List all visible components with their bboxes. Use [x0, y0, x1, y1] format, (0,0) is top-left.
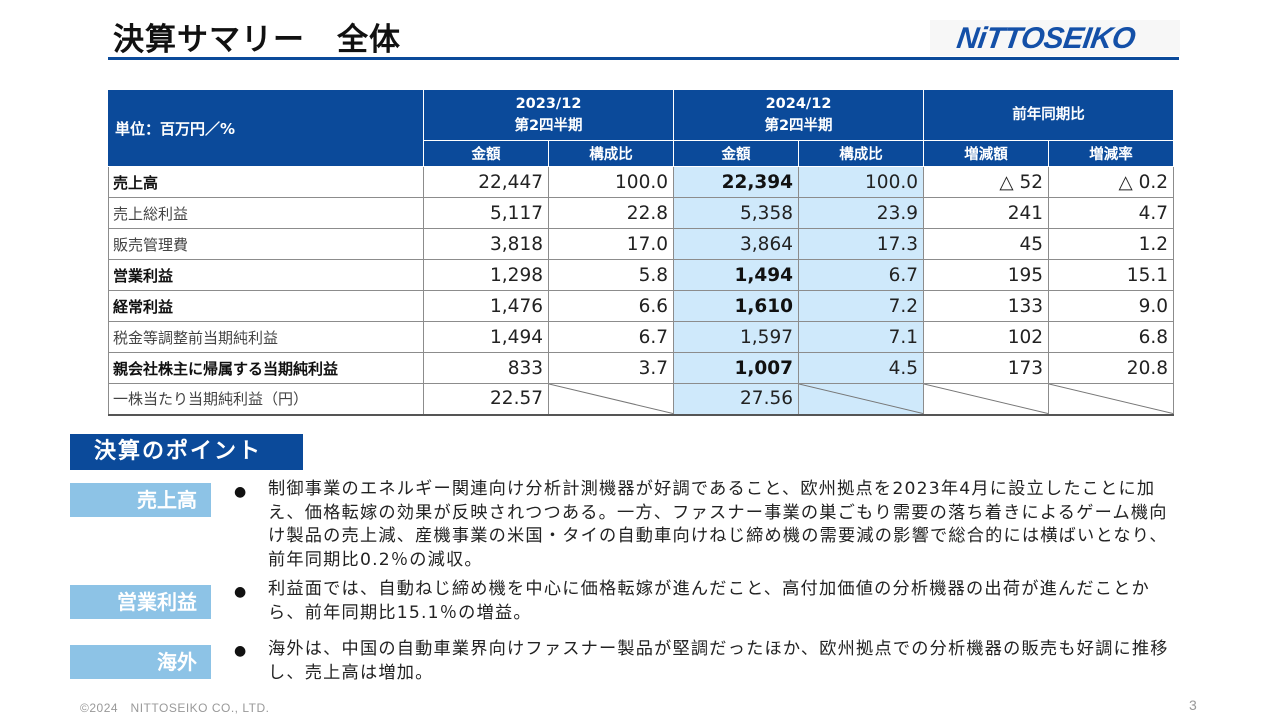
table-row: 営業利益 1,298 5.8 1,494 6.7 195 15.1: [108, 259, 1174, 291]
empty-cell-diagonal: [923, 383, 1049, 416]
company-logo: NiTTOSEIKO: [954, 22, 1138, 55]
prev-ratio: 6.6: [548, 290, 674, 322]
prev-amount: 22.57: [423, 383, 549, 416]
col-header-amount: 金額: [673, 140, 799, 167]
curr-amount: 5,358: [673, 197, 799, 229]
prev-amount: 3,818: [423, 228, 549, 260]
col-header-change: 増減額: [923, 140, 1049, 167]
prev-ratio: 6.7: [548, 321, 674, 353]
empty-cell-diagonal: [548, 383, 674, 416]
table-row: 税金等調整前当期純利益 1,494 6.7 1,597 7.1 102 6.8: [108, 321, 1174, 353]
prev-amount: 1,298: [423, 259, 549, 291]
change: 45: [923, 228, 1049, 260]
logo-background: [930, 20, 1180, 56]
period-quarter: 第2四半期: [514, 118, 583, 134]
financial-summary-table: 単位：百万円／% 2023/12 第2四半期 2024/12 第2四半期 前年同…: [108, 89, 1174, 416]
prev-ratio: 22.8: [548, 197, 674, 229]
row-label: 税金等調整前当期純利益: [108, 321, 424, 353]
curr-amount: 1,610: [673, 290, 799, 322]
curr-amount: 22,394: [673, 166, 799, 198]
curr-ratio: 7.2: [798, 290, 924, 322]
table-row: 売上総利益 5,117 22.8 5,358 23.9 241 4.7: [108, 197, 1174, 229]
page-number: 3: [1189, 697, 1197, 713]
diagonal-line-icon: [549, 384, 673, 414]
period-year: 2024/12: [765, 96, 832, 112]
change-rate: 20.8: [1048, 352, 1174, 384]
table-row: 一株当たり当期純利益（円） 22.57 27.56: [108, 383, 1174, 416]
col-header-amount: 金額: [423, 140, 549, 167]
change: 102: [923, 321, 1049, 353]
copyright: ©2024 NITTOSEIKO CO., LTD.: [80, 701, 270, 715]
prev-amount: 1,476: [423, 290, 549, 322]
table-row: 売上高 22,447 100.0 22,394 100.0 △ 52 △ 0.2: [108, 166, 1174, 198]
bullet-icon: ●: [234, 643, 247, 659]
prev-amount: 1,494: [423, 321, 549, 353]
change: 195: [923, 259, 1049, 291]
curr-amount: 1,007: [673, 352, 799, 384]
curr-ratio: 6.7: [798, 259, 924, 291]
curr-amount: 27.56: [673, 383, 799, 416]
row-label: 販売管理費: [108, 228, 424, 260]
prev-ratio: 100.0: [548, 166, 674, 198]
period-quarter: 第2四半期: [764, 118, 833, 134]
prev-ratio: 3.7: [548, 352, 674, 384]
category-label-sales: 売上高: [70, 483, 211, 517]
category-label-overseas: 海外: [70, 645, 211, 679]
curr-ratio: 17.3: [798, 228, 924, 260]
unit-label: 単位：百万円／%: [108, 89, 424, 167]
period-year: 2023/12: [515, 96, 582, 112]
curr-amount: 1,597: [673, 321, 799, 353]
prev-amount: 833: [423, 352, 549, 384]
empty-cell-diagonal: [798, 383, 924, 416]
table-row: 販売管理費 3,818 17.0 3,864 17.3 45 1.2: [108, 228, 1174, 260]
curr-ratio: 100.0: [798, 166, 924, 198]
table-row: 経常利益 1,476 6.6 1,610 7.2 133 9.0: [108, 290, 1174, 322]
change: 173: [923, 352, 1049, 384]
change-rate: 1.2: [1048, 228, 1174, 260]
point-text-operating-profit: 利益面では、自動ねじ締め機を中心に価格転嫁が進んだこと、高付加価値の分析機器の出…: [268, 579, 1150, 623]
table-row: 親会社株主に帰属する当期純利益 833 3.7 1,007 4.5 173 20…: [108, 352, 1174, 384]
point-text-overseas: 海外は、中国の自動車業界向けファスナー製品が堅調だったほか、欧州拠点での分析機器…: [268, 639, 1169, 683]
row-label: 親会社株主に帰属する当期純利益: [108, 352, 424, 384]
yoy-header: 前年同期比: [923, 89, 1174, 141]
prev-amount: 5,117: [423, 197, 549, 229]
row-label: 経常利益: [108, 290, 424, 322]
prev-amount: 22,447: [423, 166, 549, 198]
row-label: 売上高: [108, 166, 424, 198]
category-label-operating-profit: 営業利益: [70, 585, 211, 619]
col-header-change-rate: 増減率: [1048, 140, 1174, 167]
point-text-sales: 制御事業のエネルギー関連向け分析計測機器が好調であること、欧州拠点を2023年4…: [268, 479, 1168, 570]
col-header-ratio: 構成比: [548, 140, 674, 167]
change: △ 52: [923, 166, 1049, 198]
curr-ratio: 4.5: [798, 352, 924, 384]
curr-ratio: 7.1: [798, 321, 924, 353]
prev-ratio: 5.8: [548, 259, 674, 291]
change: 133: [923, 290, 1049, 322]
diagonal-line-icon: [924, 384, 1048, 414]
row-label: 営業利益: [108, 259, 424, 291]
row-label: 一株当たり当期純利益（円）: [108, 383, 424, 416]
diagonal-line-icon: [799, 384, 923, 414]
empty-cell-diagonal: [1048, 383, 1174, 416]
period-header-2024: 2024/12 第2四半期: [673, 89, 924, 141]
title-divider: [108, 57, 1179, 60]
col-header-ratio: 構成比: [798, 140, 924, 167]
change-rate: 9.0: [1048, 290, 1174, 322]
diagonal-line-icon: [1049, 384, 1173, 414]
change-rate: 15.1: [1048, 259, 1174, 291]
change: 241: [923, 197, 1049, 229]
change-rate: 4.7: [1048, 197, 1174, 229]
bullet-icon: ●: [234, 484, 247, 500]
curr-ratio: 23.9: [798, 197, 924, 229]
curr-amount: 1,494: [673, 259, 799, 291]
points-section-title: 決算のポイント: [70, 434, 303, 470]
change-rate: 6.8: [1048, 321, 1174, 353]
bullet-icon: ●: [234, 584, 247, 600]
row-label: 売上総利益: [108, 197, 424, 229]
period-header-2023: 2023/12 第2四半期: [423, 89, 674, 141]
page-title: 決算サマリー 全体: [113, 22, 401, 58]
curr-amount: 3,864: [673, 228, 799, 260]
change-rate: △ 0.2: [1048, 166, 1174, 198]
prev-ratio: 17.0: [548, 228, 674, 260]
